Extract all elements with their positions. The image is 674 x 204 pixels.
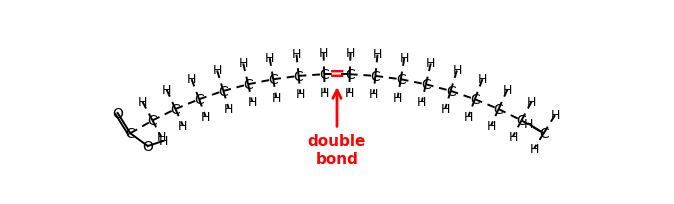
Text: H: H bbox=[527, 95, 537, 108]
Text: H: H bbox=[400, 52, 409, 65]
Text: C: C bbox=[268, 73, 278, 87]
Text: H: H bbox=[272, 91, 281, 104]
Text: H: H bbox=[292, 48, 301, 61]
Text: C: C bbox=[371, 70, 380, 83]
Text: H: H bbox=[530, 142, 539, 155]
Text: H: H bbox=[441, 102, 450, 115]
Text: H: H bbox=[296, 88, 305, 101]
Text: C: C bbox=[218, 84, 228, 99]
Text: H: H bbox=[524, 118, 533, 131]
Text: H: H bbox=[162, 83, 171, 96]
Text: C: C bbox=[517, 114, 526, 128]
Text: H: H bbox=[478, 73, 487, 86]
Text: H: H bbox=[212, 64, 222, 77]
Text: H: H bbox=[320, 86, 330, 99]
Text: H: H bbox=[487, 119, 496, 132]
Text: C: C bbox=[243, 78, 253, 92]
Text: H: H bbox=[247, 96, 257, 109]
Text: C: C bbox=[446, 84, 456, 99]
Text: O: O bbox=[112, 106, 123, 120]
Text: H: H bbox=[344, 86, 354, 99]
Text: C: C bbox=[539, 127, 549, 141]
Text: H: H bbox=[319, 47, 328, 59]
Text: H: H bbox=[224, 102, 233, 115]
Text: H: H bbox=[187, 73, 196, 86]
Text: H: H bbox=[369, 88, 378, 101]
Text: H: H bbox=[265, 52, 274, 65]
Text: C: C bbox=[493, 103, 503, 116]
Text: C: C bbox=[345, 68, 355, 82]
Text: H: H bbox=[393, 91, 402, 104]
Text: H: H bbox=[503, 83, 512, 96]
Text: H: H bbox=[551, 109, 560, 122]
Text: H: H bbox=[373, 48, 382, 61]
Text: H: H bbox=[452, 64, 462, 77]
Text: H: H bbox=[201, 110, 210, 123]
Text: H: H bbox=[137, 95, 147, 108]
Text: C: C bbox=[148, 114, 157, 128]
Text: =: = bbox=[329, 64, 345, 83]
Text: C: C bbox=[470, 93, 480, 107]
Text: C: C bbox=[125, 127, 135, 141]
Text: H: H bbox=[346, 47, 355, 59]
Text: C: C bbox=[194, 93, 204, 107]
Text: C: C bbox=[294, 70, 303, 83]
Text: H: H bbox=[508, 130, 518, 143]
Text: H: H bbox=[426, 57, 435, 70]
Text: C: C bbox=[396, 73, 406, 87]
Text: H: H bbox=[464, 110, 473, 123]
Text: O: O bbox=[142, 139, 153, 153]
Text: double
bond: double bond bbox=[308, 134, 366, 166]
Text: H: H bbox=[239, 57, 248, 70]
Text: H: H bbox=[178, 119, 187, 132]
Text: H: H bbox=[156, 130, 166, 143]
Text: H: H bbox=[158, 135, 168, 148]
Text: H: H bbox=[417, 96, 427, 109]
Text: C: C bbox=[171, 103, 181, 116]
Text: C: C bbox=[421, 78, 431, 92]
Text: C: C bbox=[319, 68, 329, 82]
